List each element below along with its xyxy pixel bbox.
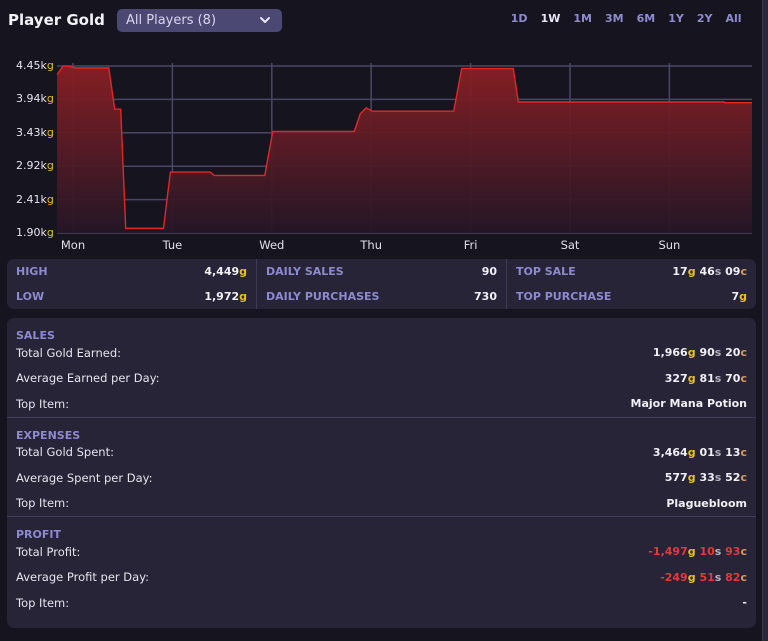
row-profit-top-item: Top Item: - bbox=[16, 595, 747, 610]
x-tick-label: Sat bbox=[560, 238, 580, 252]
summary-panel: SALES Total Gold Earned: 1,966g 90s 20c … bbox=[7, 318, 756, 628]
y-tick-label: 4.45kg bbox=[16, 59, 54, 72]
chart-line bbox=[56, 65, 752, 229]
player-select-dropdown[interactable]: All Players (8) bbox=[117, 9, 282, 32]
window-scrollbar[interactable] bbox=[762, 0, 768, 641]
y-tick-label: 2.92kg bbox=[16, 159, 54, 173]
section-expenses: EXPENSES Total Gold Spent: 3,464g 01s 13… bbox=[7, 416, 756, 517]
range-tab-1m[interactable]: 1M bbox=[573, 12, 592, 25]
section-sales: SALES Total Gold Earned: 1,966g 90s 20c … bbox=[7, 318, 756, 417]
section-title: EXPENSES bbox=[16, 428, 81, 442]
header: Player Gold All Players (8) 1D 1W 1M 3M 6M 1Y… bbox=[0, 0, 762, 40]
chart-plot-area bbox=[56, 63, 753, 234]
y-tick-label: 3.43kg bbox=[16, 125, 54, 139]
x-tick-label: Thu bbox=[360, 238, 382, 252]
row-total-spent: Total Gold Spent: 3,464g 01s 13c bbox=[16, 445, 747, 460]
row-avg-earned: Average Earned per Day: 327g 81s 70c bbox=[16, 371, 747, 386]
x-tick-label: Mon bbox=[60, 238, 86, 252]
section-title: PROFIT bbox=[16, 528, 61, 541]
x-tick-label: Fri bbox=[463, 238, 478, 252]
stat-high: HIGH 4,449g bbox=[16, 265, 247, 278]
row-expenses-top-item: Top Item: Plaguebloom bbox=[16, 496, 747, 511]
stats-top: TOP SALE 17g 46s 09c TOP PURCHASE 7g bbox=[506, 259, 756, 309]
y-tick-label: 1.90kg bbox=[16, 226, 54, 239]
stat-top-sale: TOP SALE 17g 46s 09c bbox=[516, 265, 747, 278]
x-tick-label: Sun bbox=[658, 238, 681, 252]
stat-top-purchase: TOP PURCHASE 7g bbox=[516, 290, 747, 303]
range-tab-1y[interactable]: 1Y bbox=[668, 12, 684, 25]
y-tick-label: 3.94kg bbox=[16, 92, 54, 106]
gold-chart: 4.45kg 3.94kg 3.43kg 2.92kg 2.41kg 1.90kg Mon… bbox=[0, 55, 762, 255]
section-profit: PROFIT Total Profit: -1,497g 10s 93c Ave… bbox=[7, 516, 756, 616]
row-avg-spent: Average Spent per Day: 577g 33s 52c bbox=[16, 470, 747, 485]
player-select-value: All Players (8) bbox=[126, 13, 217, 28]
stat-low: LOW 1,972g bbox=[16, 290, 247, 303]
row-sales-top-item: Top Item: Major Mana Potion bbox=[16, 396, 747, 411]
section-title: SALES bbox=[16, 329, 55, 342]
stats-high-low: HIGH 4,449g LOW 1,972g bbox=[7, 259, 256, 309]
range-tab-1w[interactable]: 1W bbox=[540, 12, 561, 25]
row-total-profit: Total Profit: -1,497g 10s 93c bbox=[16, 544, 747, 559]
time-range-tabs: 1D 1W 1M 3M 6M 1Y 2Y All bbox=[504, 12, 748, 25]
range-tab-3m[interactable]: 3M bbox=[604, 12, 624, 25]
row-avg-profit: Average Profit per Day: -249g 51s 82c bbox=[16, 570, 747, 585]
row-total-earned: Total Gold Earned: 1,966g 90s 20c bbox=[16, 345, 747, 360]
page-title: Player Gold bbox=[8, 11, 105, 29]
x-tick-label: Wed bbox=[259, 238, 285, 252]
x-tick-label: Tue bbox=[162, 238, 183, 252]
stats-daily: DAILY SALES 90 DAILY PURCHASES 730 bbox=[256, 259, 506, 309]
range-tab-6m[interactable]: 6M bbox=[636, 12, 656, 25]
chart-area-fill bbox=[57, 66, 753, 233]
range-tab-all[interactable]: All bbox=[725, 12, 742, 25]
y-tick-label: 2.41kg bbox=[16, 192, 54, 206]
stats-bar: HIGH 4,449g LOW 1,972g DAILY SALES 90 DA… bbox=[7, 259, 756, 309]
range-tab-1d[interactable]: 1D bbox=[510, 12, 528, 25]
range-tab-2y[interactable]: 2Y bbox=[696, 12, 713, 25]
stat-daily-purchases: DAILY PURCHASES 730 bbox=[266, 290, 497, 303]
stat-daily-sales: DAILY SALES 90 bbox=[266, 265, 497, 278]
chevron-down-icon bbox=[260, 17, 270, 23]
